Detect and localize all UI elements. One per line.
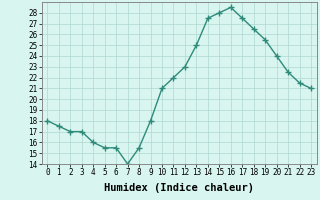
X-axis label: Humidex (Indice chaleur): Humidex (Indice chaleur)	[104, 183, 254, 193]
